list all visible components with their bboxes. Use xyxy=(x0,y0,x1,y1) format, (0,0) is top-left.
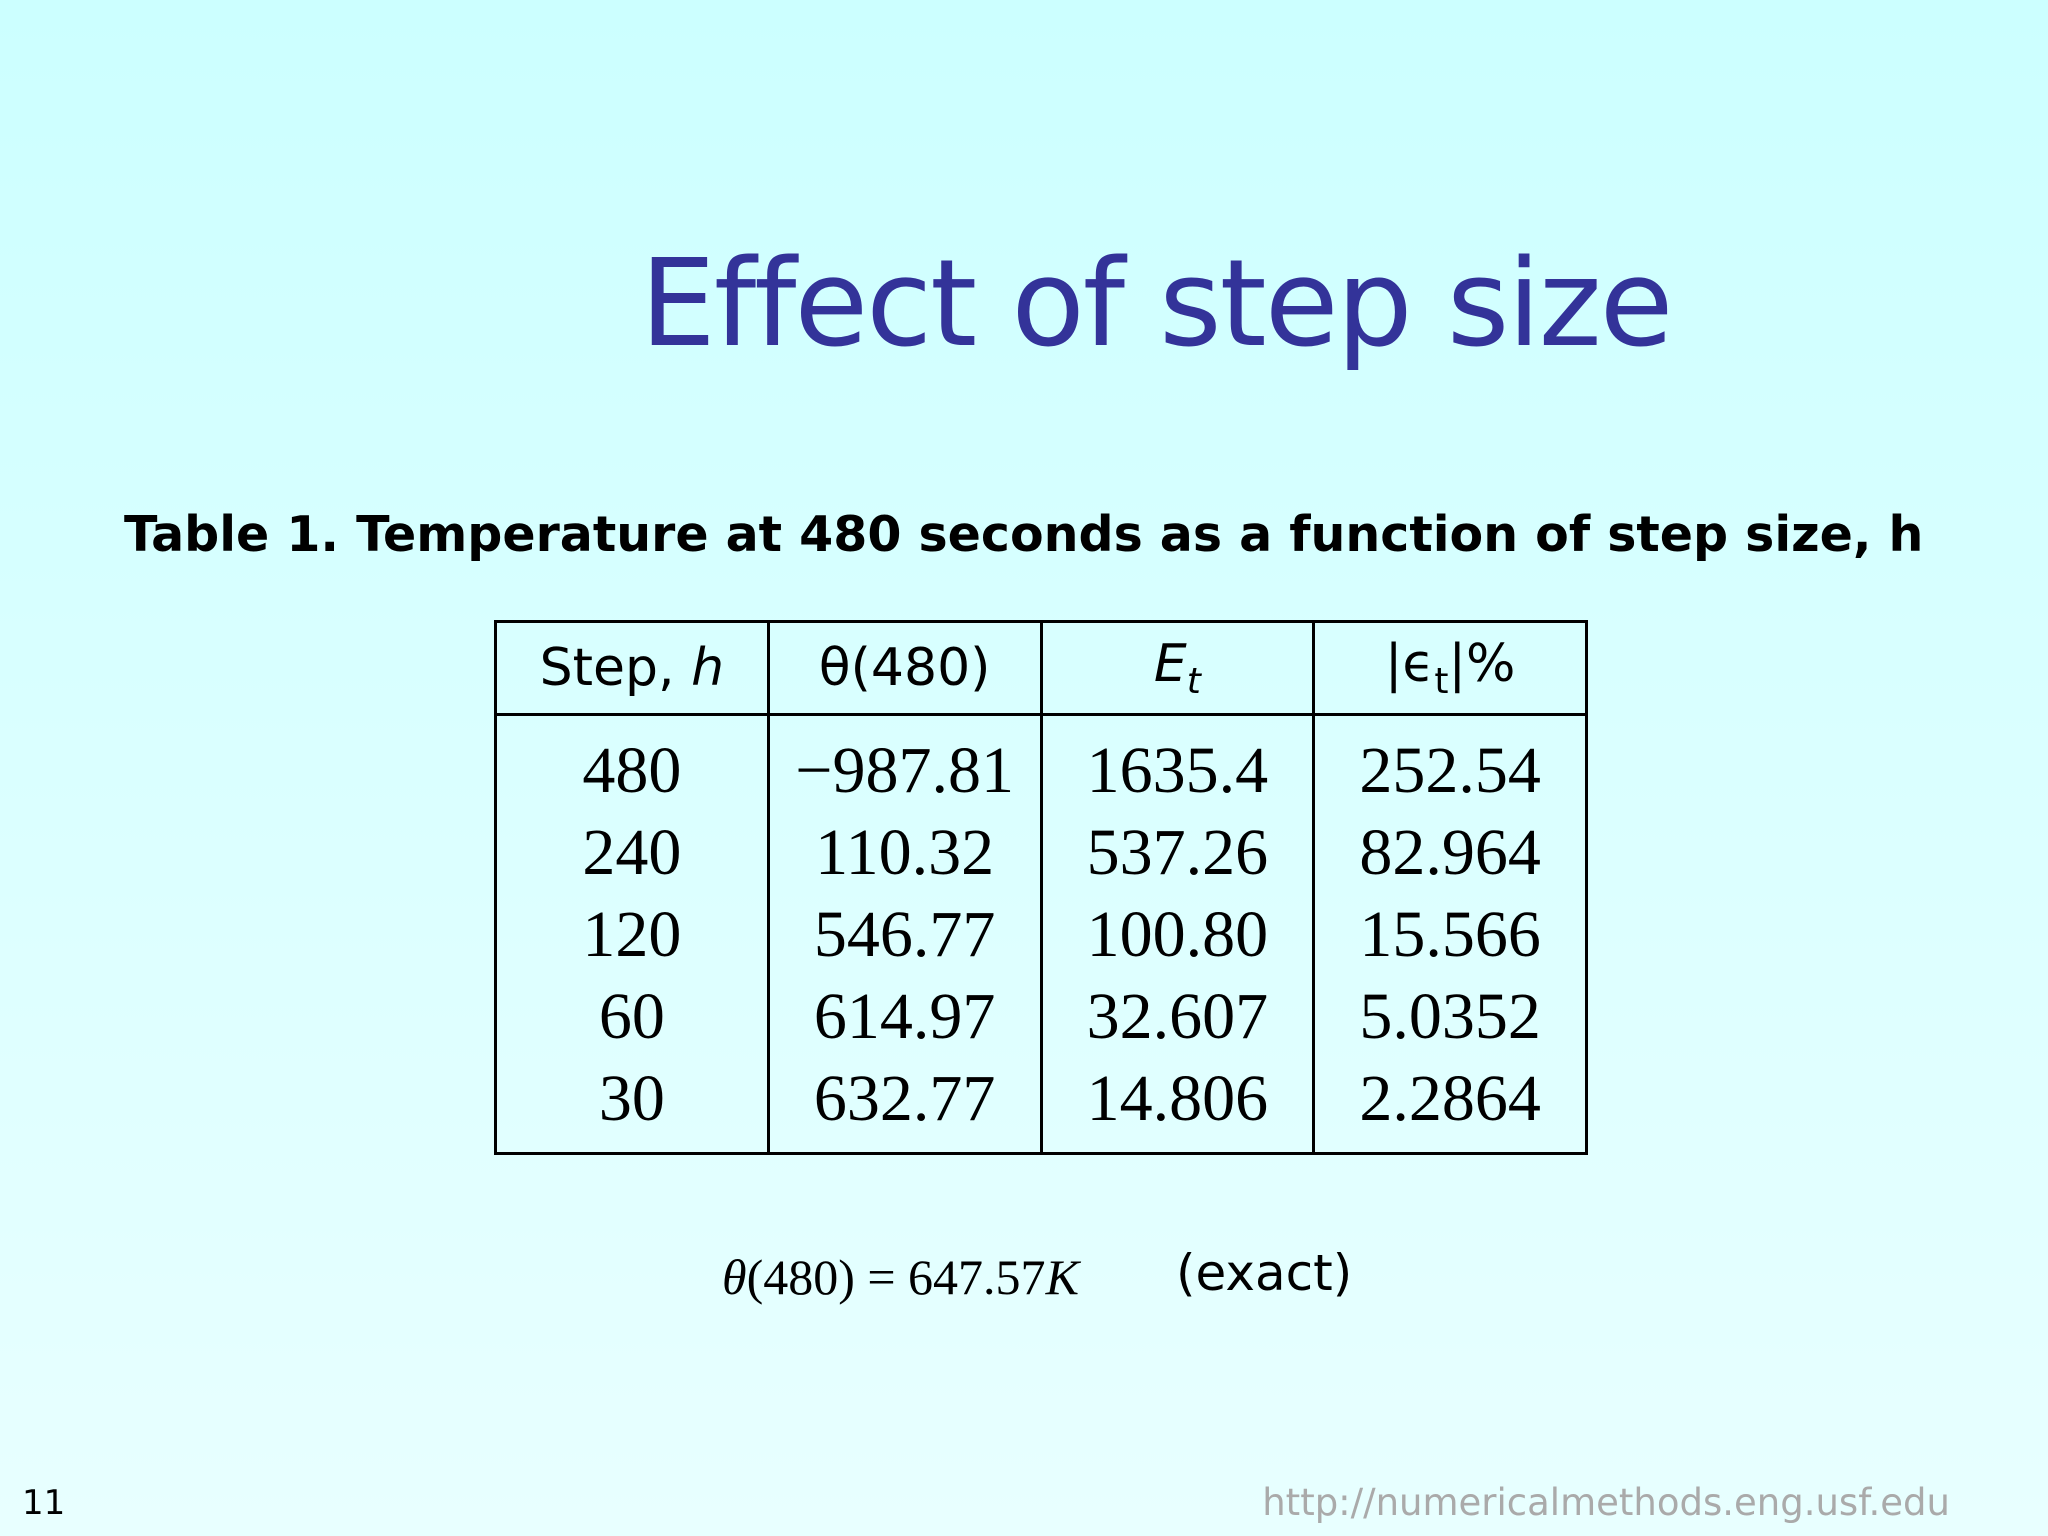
table-row: 60 614.97 32.607 5.0352 xyxy=(494,976,1588,1058)
header-et: Et xyxy=(1039,620,1316,716)
cell-et: 1635.4 xyxy=(1039,714,1316,812)
cell-step: 30 xyxy=(494,1058,770,1154)
header-rel-post: |% xyxy=(1448,634,1516,694)
slide-number: 11 xyxy=(22,1483,66,1523)
header-theta: θ(480) xyxy=(766,620,1043,716)
slide-title: Effect of step size xyxy=(640,235,1674,374)
cell-step: 120 xyxy=(494,894,770,976)
cell-rel-error: 252.54 xyxy=(1312,714,1588,812)
cell-step: 60 xyxy=(494,976,770,1058)
header-step: Step, h xyxy=(494,620,770,716)
header-rel-error: |ϵt|% xyxy=(1312,620,1588,716)
header-et-main: E xyxy=(1153,634,1187,694)
cell-theta: −987.81 xyxy=(766,714,1043,812)
table-caption: Table 1. Temperature at 480 seconds as a… xyxy=(124,506,1924,563)
exact-theta: θ xyxy=(722,1249,747,1305)
cell-theta: 110.32 xyxy=(766,812,1043,894)
header-rel-sub: t xyxy=(1434,661,1449,702)
cell-theta: 614.97 xyxy=(766,976,1043,1058)
exact-unit: K xyxy=(1045,1249,1079,1305)
header-step-var: h xyxy=(691,638,725,698)
cell-rel-error: 82.964 xyxy=(1312,812,1588,894)
header-step-text: Step, xyxy=(539,638,692,698)
table-row: 240 110.32 537.26 82.964 xyxy=(494,812,1588,894)
step-size-table: Step, h θ(480) Et |ϵt|% 480 −987.81 1635… xyxy=(494,620,1588,1155)
table-row: 480 −987.81 1635.4 252.54 xyxy=(494,714,1588,812)
cell-theta: 632.77 xyxy=(766,1058,1043,1154)
cell-rel-error: 15.566 xyxy=(1312,894,1588,976)
table-row: 30 632.77 14.806 2.2864 xyxy=(494,1058,1588,1154)
header-rel-pre: |ϵ xyxy=(1384,634,1435,694)
cell-rel-error: 2.2864 xyxy=(1312,1058,1588,1154)
exact-value: (480) = 647.57 xyxy=(746,1249,1046,1305)
cell-et: 14.806 xyxy=(1039,1058,1316,1154)
cell-theta: 546.77 xyxy=(766,894,1043,976)
cell-et: 32.607 xyxy=(1039,976,1316,1058)
table-header-row: Step, h θ(480) Et |ϵt|% xyxy=(494,620,1588,716)
header-et-sub: t xyxy=(1186,661,1201,702)
cell-rel-error: 5.0352 xyxy=(1312,976,1588,1058)
cell-step: 240 xyxy=(494,812,770,894)
footer-url[interactable]: http://numericalmethods.eng.usf.edu xyxy=(1262,1481,1950,1524)
table-row: 120 546.77 100.80 15.566 xyxy=(494,894,1588,976)
exact-note: (exact) xyxy=(1176,1244,1353,1302)
cell-et: 537.26 xyxy=(1039,812,1316,894)
cell-step: 480 xyxy=(494,714,770,812)
cell-et: 100.80 xyxy=(1039,894,1316,976)
exact-equation: θ(480) = 647.57K xyxy=(722,1252,1079,1302)
